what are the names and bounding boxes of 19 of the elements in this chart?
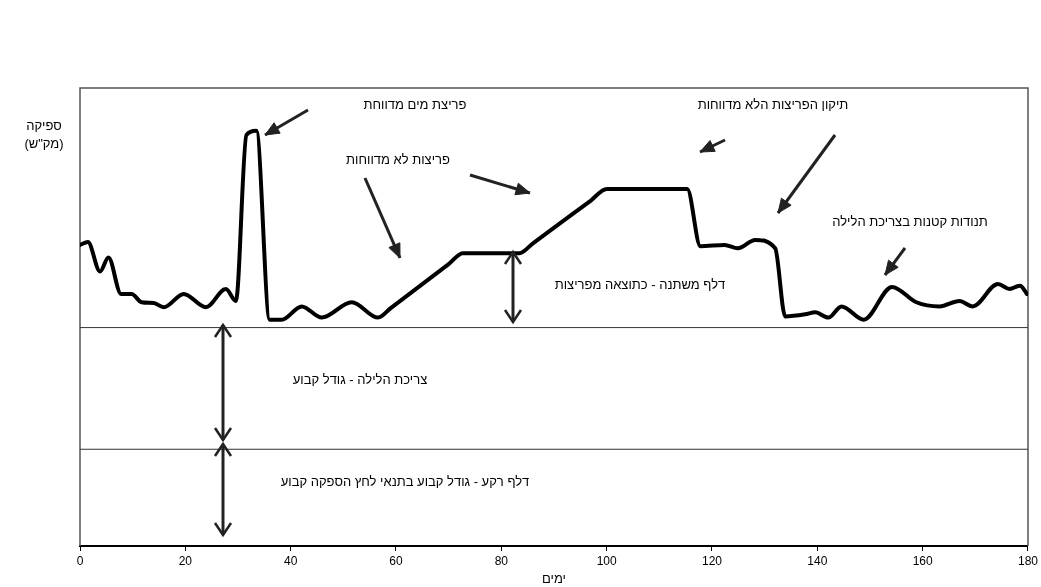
x-tick-label: 0 [76,553,84,568]
x-axis-title: ימים [542,570,566,586]
x-tick-label: 60 [389,553,403,568]
x-tick-label: 40 [283,553,298,568]
annotation: דלף רקע - גודל קבוע בתנאי לחץ הספקה קבוע [280,473,530,489]
x-tick-label: 20 [178,553,193,568]
x-tick-label: 140 [807,553,828,568]
annotation: פריצות לא מדווחות [346,151,450,167]
x-tick-label: 100 [596,553,617,568]
annotation: צריכת הלילה - גודל קבוע [292,371,428,387]
x-tick-label: 80 [494,553,509,568]
x-tick-label: 120 [701,553,723,568]
annotation: דלף משתנה - כתוצאה מפריצות [554,276,726,292]
x-tick-label: 180 [1017,553,1039,568]
annotation: תנודות קטנות בצריכת הלילה [832,213,988,229]
y-axis-title: ספיקה (מק"ש) [24,117,64,151]
text: פריצת מים מדווחת [363,96,467,112]
text: תיקון הפריצות הלא מדווחות [697,96,849,112]
x-tick-label: 160 [912,553,933,568]
